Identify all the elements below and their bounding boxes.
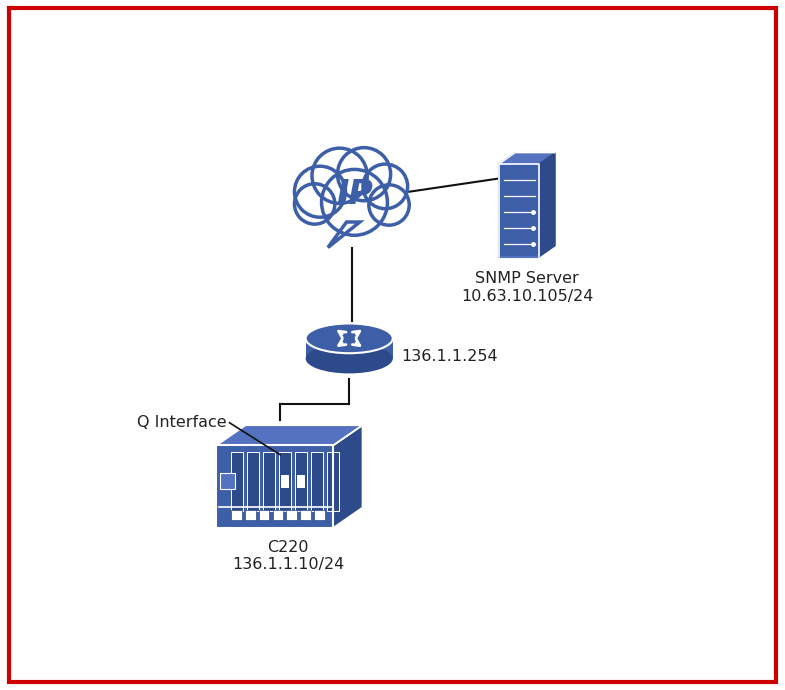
Polygon shape xyxy=(499,152,555,164)
Polygon shape xyxy=(245,510,256,520)
Polygon shape xyxy=(232,452,243,511)
Polygon shape xyxy=(328,222,360,248)
Circle shape xyxy=(320,162,384,226)
Polygon shape xyxy=(314,510,325,520)
Polygon shape xyxy=(295,452,307,511)
Circle shape xyxy=(363,164,407,208)
Polygon shape xyxy=(334,425,363,528)
Text: IP: IP xyxy=(336,178,373,211)
Circle shape xyxy=(294,184,335,224)
Text: C220
136.1.1.10/24: C220 136.1.1.10/24 xyxy=(232,540,344,572)
Polygon shape xyxy=(539,152,555,257)
Polygon shape xyxy=(272,510,283,520)
Circle shape xyxy=(312,148,367,204)
Polygon shape xyxy=(327,452,338,511)
Ellipse shape xyxy=(305,344,392,373)
Polygon shape xyxy=(217,446,334,528)
Polygon shape xyxy=(217,425,363,446)
Text: 136.1.1.254: 136.1.1.254 xyxy=(401,349,498,364)
Polygon shape xyxy=(247,452,259,511)
Polygon shape xyxy=(279,452,290,511)
Circle shape xyxy=(322,170,388,235)
Polygon shape xyxy=(311,452,323,511)
Polygon shape xyxy=(259,510,269,520)
Circle shape xyxy=(294,166,345,217)
Polygon shape xyxy=(232,510,242,520)
Polygon shape xyxy=(301,510,311,520)
Ellipse shape xyxy=(305,324,392,353)
Polygon shape xyxy=(281,475,289,488)
Polygon shape xyxy=(220,473,235,489)
Circle shape xyxy=(369,185,409,225)
Text: SNMP Server
10.63.10.105/24: SNMP Server 10.63.10.105/24 xyxy=(461,271,593,304)
Circle shape xyxy=(338,148,391,201)
Polygon shape xyxy=(297,475,305,488)
Polygon shape xyxy=(499,164,539,257)
Text: Q Interface: Q Interface xyxy=(137,415,227,431)
Polygon shape xyxy=(287,510,297,520)
Polygon shape xyxy=(305,338,392,359)
Polygon shape xyxy=(263,452,275,511)
